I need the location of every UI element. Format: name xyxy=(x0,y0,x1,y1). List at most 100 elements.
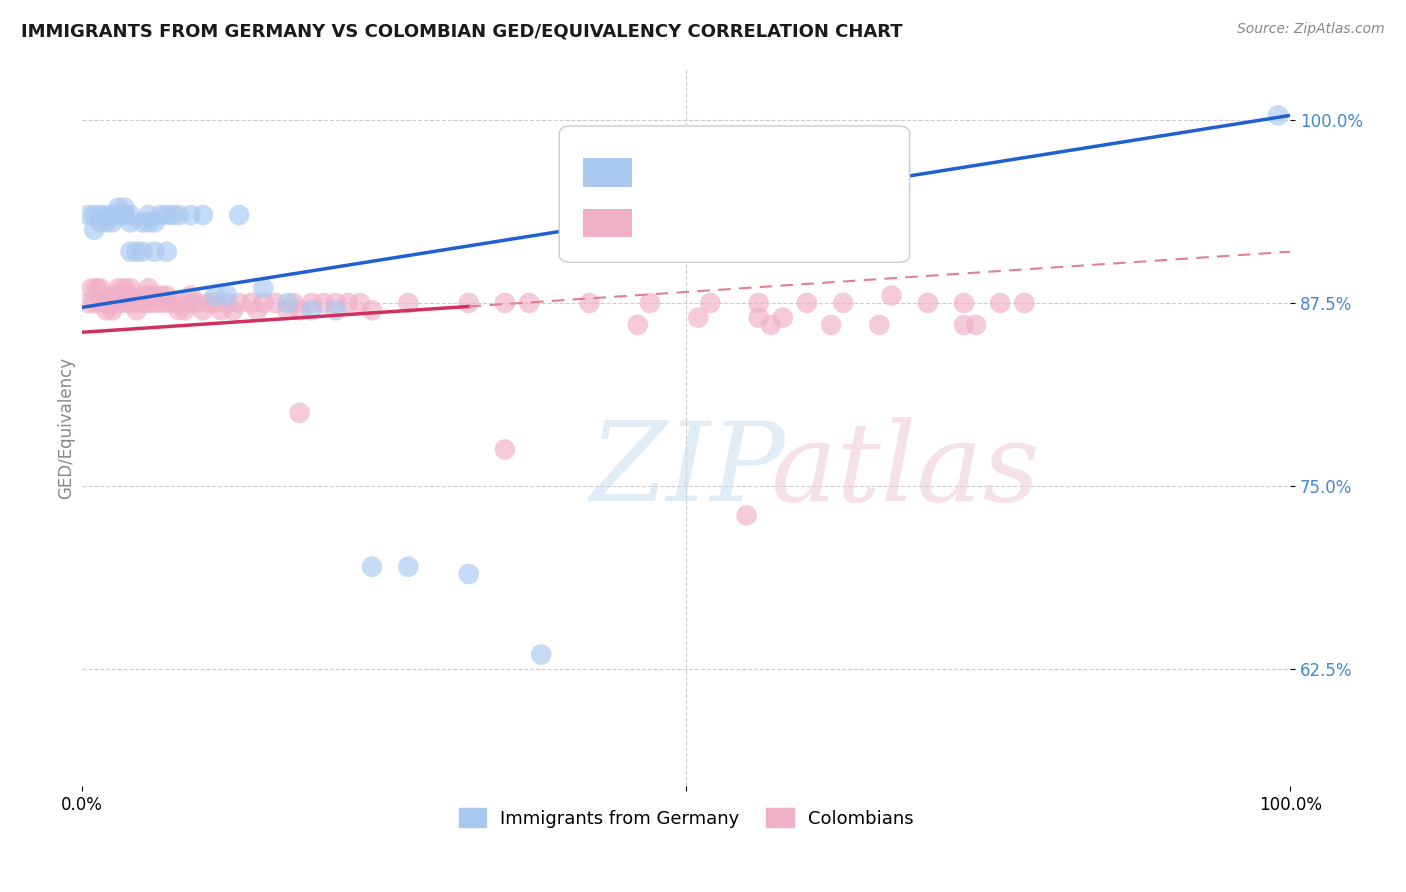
Point xyxy=(336,296,359,310)
Point xyxy=(83,296,105,310)
Text: N =: N = xyxy=(770,209,811,227)
Point xyxy=(325,296,347,310)
Point xyxy=(120,296,142,310)
Point xyxy=(83,208,105,222)
Point xyxy=(138,208,160,222)
Point xyxy=(107,296,129,310)
Point xyxy=(276,296,298,310)
Point xyxy=(325,303,347,318)
Point xyxy=(361,559,384,574)
Point xyxy=(131,288,153,302)
Point xyxy=(180,288,202,302)
Point xyxy=(120,288,142,302)
Point xyxy=(131,244,153,259)
Point xyxy=(138,215,160,229)
Point xyxy=(101,208,124,222)
Point xyxy=(120,244,142,259)
Point xyxy=(101,215,124,229)
Text: R =: R = xyxy=(644,159,683,177)
Point xyxy=(89,208,111,222)
Point xyxy=(301,303,323,318)
Point xyxy=(759,318,782,332)
Point xyxy=(149,296,172,310)
Point xyxy=(953,296,976,310)
Point xyxy=(143,244,166,259)
Point xyxy=(107,201,129,215)
Point xyxy=(494,442,516,457)
Text: ZIP: ZIP xyxy=(589,417,786,524)
Point xyxy=(167,296,190,310)
Point xyxy=(494,296,516,310)
Point xyxy=(917,296,939,310)
Point xyxy=(96,303,118,318)
Point xyxy=(748,310,770,325)
Text: 87: 87 xyxy=(820,209,844,227)
Point xyxy=(131,215,153,229)
Point xyxy=(101,303,124,318)
Point xyxy=(246,303,269,318)
Point xyxy=(167,303,190,318)
Point xyxy=(89,281,111,295)
Point xyxy=(396,296,419,310)
Point xyxy=(276,303,298,318)
Point xyxy=(772,310,794,325)
Point xyxy=(820,318,842,332)
Text: N =: N = xyxy=(770,159,811,177)
Point xyxy=(1014,296,1036,310)
Point xyxy=(198,296,221,310)
Point xyxy=(222,303,245,318)
Point xyxy=(143,296,166,310)
Point xyxy=(457,296,479,310)
Point xyxy=(143,215,166,229)
Point xyxy=(988,296,1011,310)
Point xyxy=(252,281,274,295)
Point xyxy=(77,296,100,310)
Point xyxy=(349,296,371,310)
Text: R =: R = xyxy=(644,209,683,227)
Point xyxy=(77,208,100,222)
Point xyxy=(457,567,479,582)
Point xyxy=(396,559,419,574)
Point xyxy=(156,288,179,302)
Point xyxy=(86,281,108,295)
Point xyxy=(1267,108,1289,122)
Legend: Immigrants from Germany, Colombians: Immigrants from Germany, Colombians xyxy=(451,801,921,835)
Point xyxy=(688,310,710,325)
Point xyxy=(162,296,184,310)
Point xyxy=(89,296,111,310)
Point xyxy=(173,303,195,318)
Point xyxy=(204,288,226,302)
Point xyxy=(578,296,600,310)
Point xyxy=(138,296,160,310)
Point xyxy=(89,215,111,229)
Point xyxy=(191,208,214,222)
Point xyxy=(209,303,232,318)
Point xyxy=(167,208,190,222)
Point xyxy=(96,296,118,310)
Point xyxy=(156,244,179,259)
Point xyxy=(120,281,142,295)
Point xyxy=(312,296,335,310)
Point xyxy=(217,288,239,302)
Point xyxy=(228,296,250,310)
Point xyxy=(112,201,135,215)
Point xyxy=(638,296,661,310)
Point xyxy=(240,296,263,310)
Point xyxy=(228,208,250,222)
Point xyxy=(107,288,129,302)
Point xyxy=(283,296,305,310)
Point xyxy=(143,288,166,302)
Point xyxy=(796,296,818,310)
Text: 0.203: 0.203 xyxy=(692,159,749,177)
Point xyxy=(125,244,148,259)
Point xyxy=(530,648,553,662)
FancyBboxPatch shape xyxy=(560,126,910,262)
Point xyxy=(204,296,226,310)
Text: 42: 42 xyxy=(820,159,844,177)
Point xyxy=(953,318,976,332)
Point xyxy=(217,296,239,310)
Point xyxy=(112,281,135,295)
Text: atlas: atlas xyxy=(770,417,1040,524)
Point xyxy=(361,303,384,318)
Point xyxy=(107,281,129,295)
